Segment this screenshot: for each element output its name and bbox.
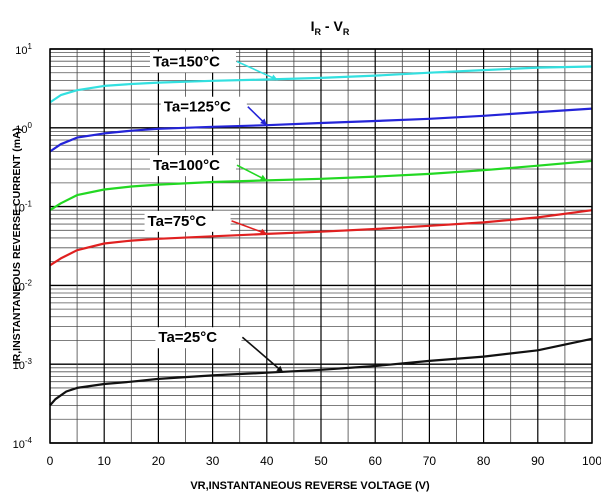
y-tick-label: 10-2 bbox=[13, 278, 33, 293]
y-tick-label: 10-4 bbox=[13, 436, 33, 451]
series-label-bg bbox=[149, 155, 236, 177]
chart-title: IR - VR bbox=[311, 18, 350, 37]
series-label-bg bbox=[149, 51, 236, 73]
series-line-4 bbox=[49, 337, 593, 407]
y-tick-label: 100 bbox=[15, 121, 32, 136]
x-tick-label: 20 bbox=[152, 454, 166, 468]
y-axis-label: IR,INSTANTANEOUS REVERSE CURRENT (mA) bbox=[11, 128, 23, 364]
plot-frame bbox=[49, 48, 593, 444]
series-label-bg bbox=[155, 327, 242, 349]
series-arrowhead-3 bbox=[259, 228, 267, 235]
x-tick-label: 70 bbox=[423, 454, 437, 468]
y-tick-label: 10-1 bbox=[13, 200, 33, 215]
x-tick-label: 40 bbox=[260, 454, 274, 468]
series-label-0: Ta=150°C bbox=[153, 53, 220, 70]
series-label-4: Ta=25°C bbox=[158, 329, 217, 346]
y-tick-label: 101 bbox=[15, 42, 32, 57]
x-axis-label: VR,INSTANTANEOUS REVERSE VOLTAGE (V) bbox=[190, 480, 430, 492]
x-tick-label: 60 bbox=[369, 454, 383, 468]
x-tick-label: 30 bbox=[206, 454, 220, 468]
series-line-1 bbox=[49, 107, 593, 153]
series-line-2 bbox=[49, 159, 593, 212]
y-tick-label: 10-3 bbox=[13, 357, 33, 372]
series-label-2: Ta=100°C bbox=[153, 157, 220, 174]
x-tick-label: 10 bbox=[98, 454, 112, 468]
series-arrowhead-0 bbox=[270, 74, 278, 81]
series-label-1: Ta=125°C bbox=[164, 99, 231, 116]
x-tick-label: 50 bbox=[314, 454, 328, 468]
x-tick-label: 90 bbox=[531, 454, 545, 468]
series-leader-3 bbox=[231, 220, 268, 235]
series-label-bg bbox=[144, 210, 231, 232]
series-arrowhead-1 bbox=[260, 118, 267, 126]
series-label-3: Ta=75°C bbox=[148, 213, 207, 230]
series-line-0 bbox=[49, 65, 593, 104]
series-label-bg bbox=[160, 96, 247, 118]
x-tick-label: 80 bbox=[477, 454, 491, 468]
series-leader-0 bbox=[236, 60, 278, 81]
series-arrowhead-2 bbox=[259, 174, 267, 181]
series-arrowhead-4 bbox=[276, 365, 284, 373]
series-line-3 bbox=[49, 209, 593, 267]
x-tick-label: 0 bbox=[47, 454, 54, 468]
x-tick-label: 100 bbox=[582, 454, 601, 468]
series-leader-4 bbox=[241, 336, 284, 373]
